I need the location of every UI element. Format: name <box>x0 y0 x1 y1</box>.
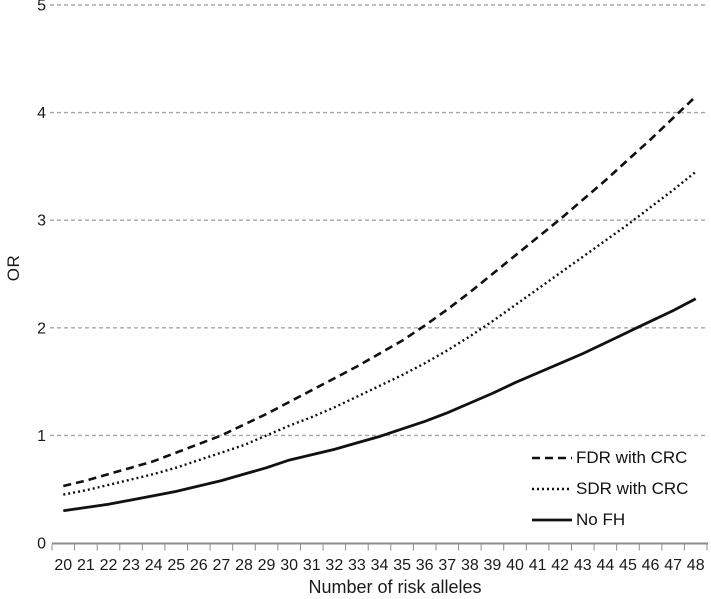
series-curve-fdr-with-crc <box>62 95 697 488</box>
x-tick-label-36: 36 <box>416 557 434 574</box>
x-tick-label-35: 35 <box>393 557 411 574</box>
x-tick-label-47: 47 <box>664 557 682 574</box>
dotted-line-icon <box>532 487 572 491</box>
x-tick-label-23: 23 <box>122 557 140 574</box>
x-tick-label-28: 28 <box>235 557 253 574</box>
series-curve-no-fh <box>63 297 697 513</box>
dashed-line-icon <box>532 456 572 460</box>
legend-item-sdr-with-crc: SDR with CRC <box>531 474 706 504</box>
x-tick-label-34: 34 <box>371 557 389 574</box>
x-axis-title: Number of risk alleles <box>308 577 482 597</box>
x-tick-label-27: 27 <box>212 557 230 574</box>
y-tick-label-4: 4 <box>37 105 46 122</box>
y-tick-label-5: 5 <box>37 0 46 15</box>
y-tick-label-0: 0 <box>37 536 46 553</box>
y-tick-label-2: 2 <box>37 320 46 337</box>
x-tick-label-41: 41 <box>529 557 547 574</box>
x-tick-label-29: 29 <box>258 557 276 574</box>
series-curve-sdr-with-crc <box>63 170 697 496</box>
y-tick-label-1: 1 <box>37 428 46 445</box>
legend-label: No FH <box>576 510 626 529</box>
solid-line-icon <box>532 518 572 522</box>
legend-item-no-fh: No FH <box>531 505 706 535</box>
x-tick-label-33: 33 <box>348 557 366 574</box>
x-tick-label-38: 38 <box>461 557 479 574</box>
y-tick-label-3: 3 <box>37 213 46 230</box>
x-tick-label-39: 39 <box>484 557 502 574</box>
x-tick-label-20: 20 <box>54 557 72 574</box>
x-tick-label-37: 37 <box>438 557 456 574</box>
x-tick-label-31: 31 <box>303 557 321 574</box>
x-tick-label-22: 22 <box>100 557 118 574</box>
legend-item-fdr-with-crc: FDR with CRC <box>531 443 706 473</box>
x-tick-label-40: 40 <box>506 557 524 574</box>
x-tick-label-43: 43 <box>574 557 592 574</box>
x-tick-label-30: 30 <box>280 557 298 574</box>
x-tick-label-24: 24 <box>145 557 163 574</box>
x-tick-label-46: 46 <box>642 557 660 574</box>
y-axis-title: OR <box>4 254 23 282</box>
x-tick-label-42: 42 <box>551 557 569 574</box>
legend-label: FDR with CRC <box>576 448 688 467</box>
x-tick-label-44: 44 <box>596 557 614 574</box>
x-tick-label-21: 21 <box>77 557 95 574</box>
x-tick-label-32: 32 <box>325 557 343 574</box>
x-tick-label-48: 48 <box>687 557 705 574</box>
x-tick-label-45: 45 <box>619 557 637 574</box>
x-tick-label-25: 25 <box>167 557 185 574</box>
legend: FDR with CRC SDR with CRC No FH <box>531 443 706 536</box>
legend-label: SDR with CRC <box>576 479 689 498</box>
x-tick-label-26: 26 <box>190 557 208 574</box>
